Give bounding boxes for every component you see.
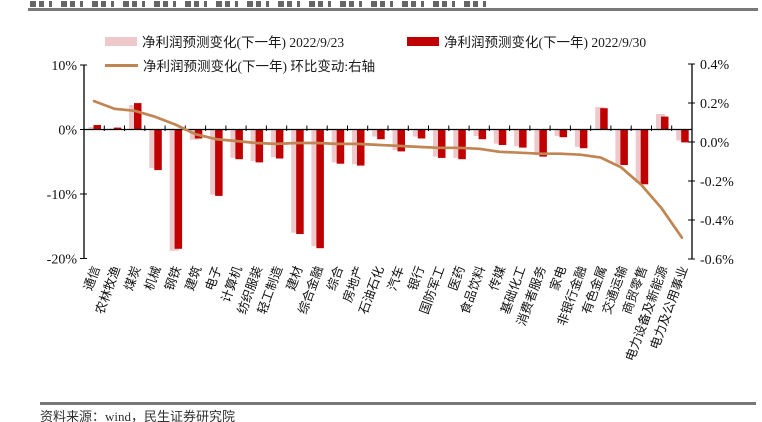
bar-red — [640, 129, 649, 185]
left-axis-tick-label: -20% — [47, 253, 78, 268]
category-label: 电子 — [203, 264, 225, 292]
right-axis-tick-label: -0.6% — [700, 253, 734, 268]
bar-pink — [291, 129, 301, 233]
legend-item-line-mom: 净利润预测变化(下一年) 环比变动:右轴 — [105, 55, 375, 75]
mom-change-line — [92, 99, 684, 239]
category-label: 医药 — [446, 264, 468, 292]
bar-red — [519, 129, 527, 148]
category-label: 传媒 — [486, 263, 509, 292]
category-label: 综合 — [323, 263, 346, 292]
bar-red — [438, 129, 446, 158]
legend-swatch-pink — [105, 36, 137, 46]
legend-swatch-red — [407, 36, 439, 46]
bar-pink — [412, 129, 422, 137]
bar-pink — [493, 129, 503, 144]
bar-pink — [615, 129, 625, 165]
bar-pink — [554, 129, 564, 136]
bar-pink — [392, 129, 402, 151]
bar-red — [154, 129, 162, 171]
bar-red — [661, 116, 669, 130]
bar-pink — [230, 129, 240, 158]
bar-red — [255, 129, 264, 163]
bar-pink — [250, 129, 260, 162]
bar-red — [417, 129, 426, 139]
bar-pink — [635, 129, 645, 183]
bar-red — [458, 129, 466, 160]
category-label: 钢铁 — [162, 264, 184, 293]
bar-pink — [676, 129, 686, 141]
bar-red — [215, 129, 223, 196]
bar-red — [397, 129, 405, 152]
bar-red — [478, 129, 487, 140]
bar-red — [559, 129, 568, 138]
right-axis-tick-label: 0.2% — [700, 97, 730, 112]
bar-red — [336, 129, 345, 164]
bar-red — [620, 129, 628, 165]
category-label: 家电 — [546, 263, 569, 292]
category-label: 建筑 — [182, 263, 205, 292]
clipped-title-fragment — [30, 1, 492, 7]
bar-red — [93, 125, 101, 130]
bar-red — [539, 129, 547, 157]
legend-label: 净利润预测变化(下一年) 2022/9/30 — [444, 35, 647, 50]
legend-swatch-line — [105, 63, 138, 67]
bar-pink — [372, 129, 382, 137]
bar-pink — [656, 114, 665, 130]
left-axis-tick-label: 0% — [58, 124, 77, 139]
bar-pink — [210, 129, 220, 195]
legend-label: 净利润预测变化(下一年) 2022/9/23 — [142, 35, 345, 50]
right-axis-tick-label: -0.4% — [700, 214, 734, 229]
bar-pink — [574, 129, 584, 147]
category-label: 通信 — [81, 264, 103, 292]
bar-red — [377, 129, 385, 140]
category-label: 煤炭 — [122, 264, 144, 292]
bar-pink — [453, 129, 463, 158]
right-axis-tick-label: 0.4% — [700, 58, 730, 73]
bar-pink — [88, 126, 98, 130]
source-note: 资料来源：wind，民生证券研究院 — [40, 409, 236, 422]
bar-pink — [129, 105, 138, 130]
left-axis-tick-label: -10% — [47, 188, 78, 203]
bar-red — [296, 129, 304, 234]
bar-red — [134, 103, 142, 130]
bar-pink — [331, 129, 341, 163]
bar-pink — [311, 129, 321, 247]
top-divider — [28, 8, 758, 11]
right-axis-tick-label: -0.2% — [700, 175, 734, 190]
category-label: 汽车 — [384, 264, 407, 293]
bar-red — [174, 129, 183, 249]
bar-pink — [534, 129, 544, 156]
footer-divider — [40, 402, 756, 405]
bar-pink — [473, 129, 483, 136]
bar-red — [235, 129, 243, 160]
chart-canvas: 10% 0% -10% -20% 0.4% 0.2% 0.0% -0.2% -0.4% -0.6%… — [47, 58, 734, 363]
bar-red — [600, 108, 608, 130]
bar-red — [357, 129, 365, 166]
left-axis-tick-label: 10% — [51, 59, 77, 74]
bar-pink — [149, 129, 159, 169]
bar-red — [316, 129, 324, 249]
legend-item-bar-0930: 净利润预测变化(下一年) 2022/9/30 — [407, 31, 646, 51]
category-label: 机械 — [141, 263, 164, 292]
bar-red — [681, 129, 689, 143]
bar-pink — [169, 129, 179, 251]
bar-pink — [514, 129, 524, 147]
bar-red — [579, 129, 588, 149]
bar-red — [113, 127, 122, 130]
category-label: 建材 — [284, 264, 306, 292]
legend-label: 净利润预测变化(下一年) 环比变动:右轴 — [143, 59, 376, 74]
bar-red — [498, 129, 507, 145]
legend-item-bar-0923: 净利润预测变化(下一年) 2022/9/23 — [105, 31, 344, 51]
category-label: 银行 — [406, 264, 428, 292]
bar-pink — [433, 129, 442, 157]
bar-pink — [352, 129, 361, 165]
bar-pink — [595, 106, 605, 130]
right-axis-tick-label: 0.0% — [700, 136, 730, 151]
